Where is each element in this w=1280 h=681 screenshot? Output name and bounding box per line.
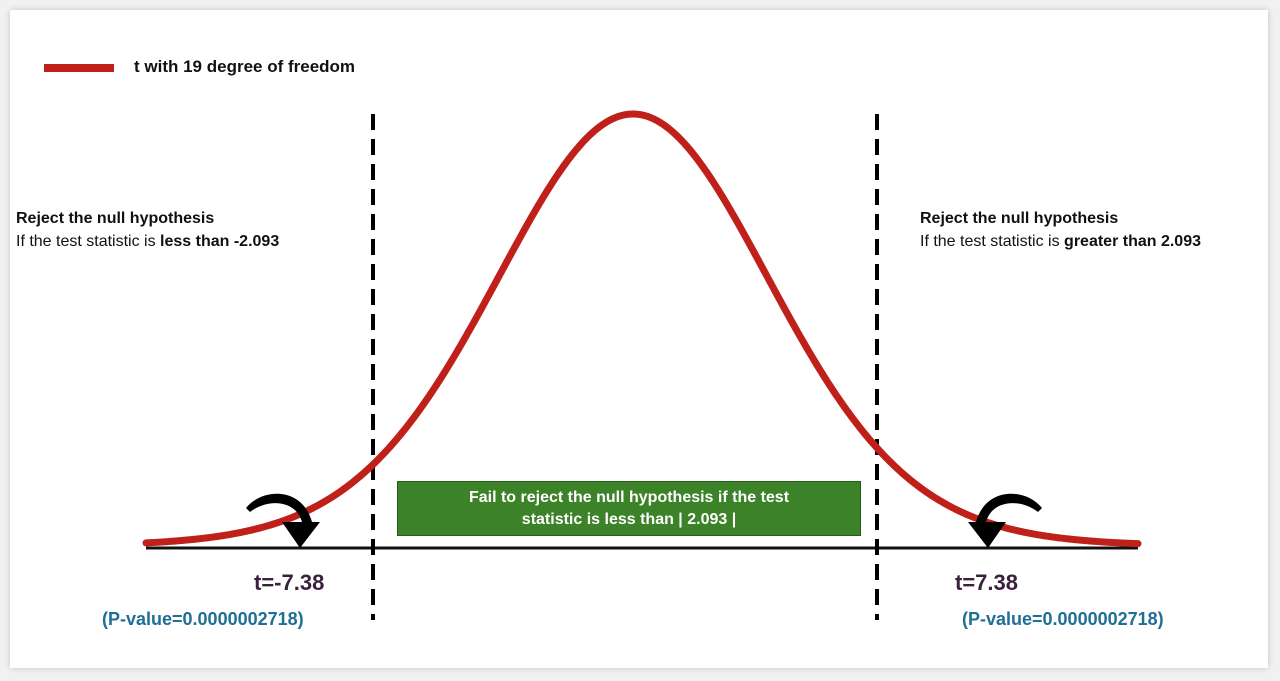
- right-rule-emphasis: greater than 2.093: [1064, 233, 1201, 250]
- t-distribution-curve: [142, 110, 1142, 548]
- left-t-statistic: t=-7.38: [254, 570, 325, 595]
- diagram-card: [10, 10, 1268, 668]
- right-region-rule: If the test statistic is greater than 2.…: [920, 230, 1201, 253]
- right-rule-prefix: If the test statistic is: [920, 233, 1065, 250]
- fail-to-reject-line1: Fail to reject the null hypothesis if th…: [468, 488, 790, 506]
- fail-to-reject-box: Fail to reject the null hypothesis if th…: [397, 481, 861, 536]
- right-t-statistic: t=7.38: [955, 570, 1018, 595]
- left-rule-emphasis: less than -2.093: [160, 233, 280, 250]
- right-p-value: (P-value=0.0000002718): [962, 609, 1164, 629]
- left-region-rule: If the test statistic is less than -2.09…: [16, 230, 279, 253]
- right-region-title: Reject the null hypothesis: [920, 210, 1119, 227]
- legend-label: t with 19 degree of freedom: [134, 57, 356, 76]
- left-region-title: Reject the null hypothesis: [16, 210, 215, 227]
- fail-to-reject-line2: statistic is less than | 2.093 |: [521, 510, 737, 528]
- left-arrow-icon: [246, 493, 320, 548]
- right-arrow-icon: [968, 493, 1042, 548]
- left-rule-prefix: If the test statistic is: [16, 233, 161, 250]
- left-p-value: (P-value=0.0000002718): [102, 609, 304, 629]
